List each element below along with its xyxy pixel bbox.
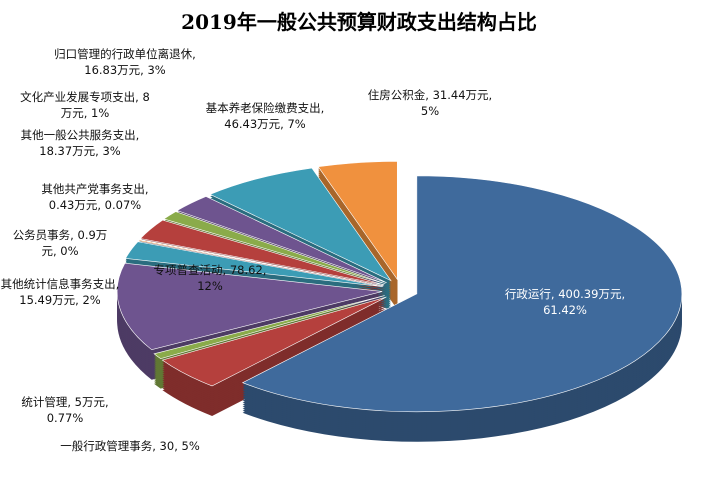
slice bbox=[176, 196, 387, 284]
data-label: 文化产业发展专项支出, 8万元, 1% bbox=[20, 90, 150, 120]
slice bbox=[163, 211, 386, 285]
slice-side bbox=[154, 297, 385, 361]
data-label: 归口管理的行政单位离退休, 16.83万元, 3% bbox=[54, 47, 196, 77]
slice bbox=[153, 295, 385, 359]
slice bbox=[125, 241, 383, 287]
data-label: 其他共产党事务支出, 0.43万元, 0.07% bbox=[41, 182, 149, 212]
chart-title: 2019年一般公共预算财政支出结构占比 bbox=[181, 10, 537, 34]
data-label: 其他统计信息事务支出, 15.49万元, 2% bbox=[0, 277, 120, 307]
data-label: 基本养老保险缴费支出, 46.43万元, 7% bbox=[205, 101, 325, 131]
data-label: 其他一般公共服务支出, 18.37万元, 3% bbox=[20, 128, 140, 158]
data-label: 一般行政管理事务, 30, 5% bbox=[60, 439, 200, 453]
slice bbox=[317, 161, 398, 281]
slice bbox=[241, 175, 683, 413]
slice bbox=[139, 219, 385, 286]
data-label: 行政运行, 400.39万元, 61.42% bbox=[504, 287, 626, 317]
data-label: 统计管理, 5万元, 0.77% bbox=[21, 395, 109, 425]
data-label: 住房公积金, 31.44万元, 5% bbox=[367, 88, 493, 118]
slice bbox=[116, 262, 383, 351]
slice bbox=[209, 167, 392, 282]
data-label: 公务员事务, 0.9万元, 0% bbox=[12, 228, 108, 258]
slice bbox=[138, 239, 384, 287]
slice bbox=[161, 296, 387, 387]
data-label: 专项普查活动, 78.62, 12% bbox=[153, 263, 267, 293]
